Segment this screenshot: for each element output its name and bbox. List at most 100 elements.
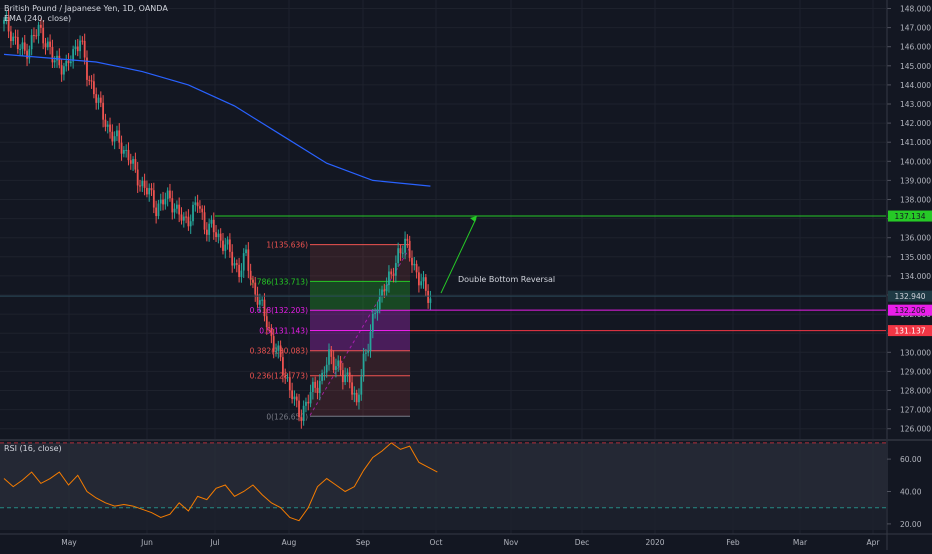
candle-body [408,240,411,258]
candle-body [390,271,393,275]
price-tick-label: 148.000 [900,5,931,14]
price-level-badge-label: 132.206 [894,306,925,315]
candle-body [208,223,211,235]
fib-zone-top [310,244,410,282]
candle-body [270,328,273,337]
candle-body [79,40,81,52]
candle-body [374,313,377,315]
candle-body [323,372,326,374]
candle-body [21,42,24,49]
candle-body [157,203,160,217]
candle-body [217,233,220,238]
candle-body [72,49,75,62]
price-tick-label: 147.000 [900,24,931,33]
candle-body [231,251,234,266]
price-level-badge-label: 132.940 [894,292,925,301]
candle-body [201,208,204,213]
candle-body [146,187,148,195]
fib-level-label: 0.786(133.713) [250,277,308,286]
time-axis-label: Jun [140,538,153,547]
candle-body [132,159,134,164]
candle-body [171,198,174,213]
candle-body [381,289,383,296]
candle-body [35,35,38,37]
candle-body [26,50,28,59]
price-tick-label: 126.000 [900,425,931,434]
rsi-band [0,442,886,508]
candle-body [127,149,130,161]
candle-body [314,381,317,388]
price-tick-label: 135.000 [900,253,931,262]
rsi-legend-label[interactable]: RSI (16, close) [4,444,62,453]
candle-body [134,159,137,170]
candle-body [238,264,241,277]
fib-level-label: 0(126.650) [266,412,308,421]
candle-body [420,281,423,286]
candle-body [385,285,388,292]
candle-body [5,17,8,20]
candle-body [63,66,65,75]
candle-body [369,331,372,351]
candle-body [111,131,114,142]
candle-body [141,180,144,187]
candle-body [339,360,342,371]
candle-body [335,366,337,370]
candle-body [360,376,363,395]
candle-body [300,417,303,422]
candle-body [122,150,125,154]
candle-body [150,188,153,191]
candle-body [358,394,360,403]
candle-body [203,212,206,230]
time-axis-label: Sep [356,538,370,547]
price-tick-label: 129.000 [900,367,931,376]
time-axis-label: Nov [504,538,519,547]
candle-body [258,300,261,305]
candle-body [199,206,201,209]
candle-body [302,405,305,422]
candle-body [247,249,250,271]
candle-body [316,387,319,394]
ema-legend-label[interactable]: EMA (240, close) [4,14,72,23]
ema-line [3,53,431,187]
symbol-title[interactable]: British Pound / Japanese Yen, 1D, OANDA [4,4,168,13]
time-axis-label: Mar [793,538,808,547]
candle-body [332,356,335,370]
candle-body [16,37,19,49]
candle-body [277,345,280,351]
candle-body [196,202,199,207]
candle-body [252,279,254,283]
candle-body [118,130,121,143]
annotation-text: Double Bottom Reversal [458,275,555,284]
candle-body [346,372,349,375]
candle-body [92,81,95,95]
candle-body [51,47,54,63]
fib-level-label: 0.236(128.773) [250,372,308,381]
fib-zone-bottom [310,350,410,417]
arrow-head [470,216,477,222]
price-level-badge [888,304,932,316]
candle-body [113,136,116,142]
time-axis-label: 2020 [645,538,664,547]
candle-body [12,36,15,42]
candle-body [424,277,427,291]
candle-body [99,97,102,103]
candle-body [3,19,5,24]
candle-body [180,214,183,221]
candle-body [245,249,247,254]
price-level-badge [888,325,932,337]
candle-body [187,216,190,227]
rsi-line [3,442,438,522]
candle-body [263,299,266,317]
price-tick-label: 138.000 [900,196,931,205]
candle-body [406,238,409,241]
candle-body [295,396,298,401]
candle-body [215,232,217,238]
candle-body [164,198,167,205]
time-axis-label: Oct [430,538,443,547]
candle-body [53,60,56,63]
candle-body [19,48,22,50]
fib-level-label: 0.5(131.143) [259,326,308,335]
candle-body [284,375,287,378]
candle-body [109,124,111,132]
